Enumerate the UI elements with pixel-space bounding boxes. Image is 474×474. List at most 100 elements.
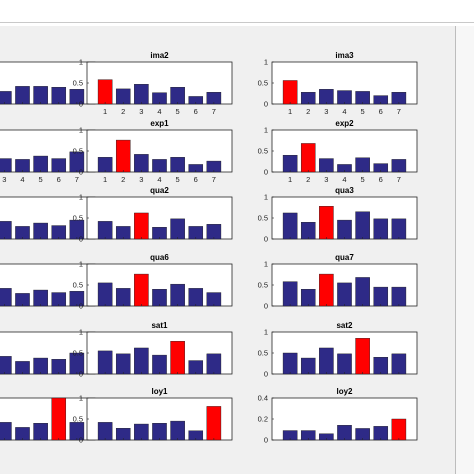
x-tick-label: 7 <box>75 175 79 184</box>
bar <box>170 420 185 441</box>
y-tick-label: 0 <box>264 168 268 177</box>
bar <box>188 360 204 375</box>
x-tick-label: 4 <box>342 175 346 184</box>
y-tick-label: 0.2 <box>258 415 268 424</box>
bar <box>134 84 149 105</box>
x-tick-label: 2 <box>306 175 310 184</box>
bar <box>0 221 12 240</box>
y-tick-label: 0 <box>264 302 268 311</box>
bar <box>51 86 67 105</box>
bar <box>282 80 298 105</box>
bar <box>33 222 48 240</box>
y-tick-label: 1 <box>79 193 83 202</box>
bar <box>170 341 185 375</box>
bar <box>51 359 67 375</box>
y-tick-label: 0.5 <box>258 281 268 290</box>
bar <box>0 288 12 307</box>
x-tick-label: 6 <box>57 175 61 184</box>
x-tick-label: 1 <box>288 175 292 184</box>
x-tick-label: 2 <box>121 107 125 116</box>
bar <box>115 353 131 375</box>
bar <box>170 157 185 173</box>
x-tick-label: 1 <box>103 175 107 184</box>
y-tick-label: 1 <box>264 126 268 135</box>
y-tick-label: 0 <box>79 168 83 177</box>
bar <box>134 347 149 375</box>
subplot-title: ima2 <box>150 51 169 60</box>
bar <box>97 157 113 173</box>
bar <box>97 79 113 105</box>
bar <box>206 224 222 240</box>
bar <box>355 157 370 173</box>
bar <box>15 86 30 105</box>
bar <box>0 91 12 105</box>
bar <box>319 347 334 375</box>
bar <box>170 86 185 105</box>
subplot-title: loy2 <box>336 387 353 396</box>
subplot-title: ima3 <box>335 51 354 60</box>
y-tick-label: 1 <box>79 260 83 269</box>
y-tick-label: 0 <box>79 302 83 311</box>
bar <box>300 289 316 307</box>
bar <box>391 218 407 240</box>
x-tick-label: 4 <box>157 107 161 116</box>
bar <box>373 286 389 307</box>
bar <box>170 283 185 307</box>
bar <box>188 288 204 307</box>
bar <box>355 277 370 307</box>
y-tick-label: 1 <box>264 58 268 67</box>
bar <box>391 418 407 441</box>
bar <box>152 354 167 375</box>
bar <box>0 422 12 441</box>
bar <box>33 423 48 441</box>
bar <box>319 158 334 173</box>
subplot-title: loy1 <box>151 387 168 396</box>
bar <box>51 292 67 307</box>
bar <box>134 273 149 307</box>
y-tick-label: 1 <box>79 394 83 403</box>
x-tick-label: 3 <box>139 175 143 184</box>
bar <box>373 357 389 375</box>
bar <box>134 212 149 240</box>
y-tick-label: 0.5 <box>73 349 83 358</box>
bar <box>337 90 352 105</box>
x-tick-label: 4 <box>157 175 161 184</box>
x-tick-label: 2 <box>121 175 125 184</box>
y-tick-label: 1 <box>264 328 268 337</box>
bar <box>282 281 298 307</box>
x-tick-label: 2 <box>306 107 310 116</box>
y-tick-label: 0.5 <box>73 214 83 223</box>
bar <box>97 282 113 307</box>
y-tick-label: 0.5 <box>73 415 83 424</box>
subplot-title: exp2 <box>335 119 354 128</box>
x-tick-label: 7 <box>397 107 401 116</box>
bar <box>51 158 67 173</box>
bar <box>300 357 316 375</box>
x-tick-label: 1 <box>288 107 292 116</box>
bar <box>134 154 149 173</box>
bar <box>33 289 48 307</box>
x-tick-label: 4 <box>20 175 24 184</box>
x-tick-label: 7 <box>212 107 216 116</box>
subplot-title: qua7 <box>335 253 354 262</box>
x-tick-label: 3 <box>324 175 328 184</box>
y-tick-label: 0 <box>79 370 83 379</box>
bar <box>115 139 131 173</box>
bar <box>282 352 298 375</box>
bar <box>300 143 316 173</box>
bar <box>391 353 407 375</box>
bar <box>282 212 298 240</box>
x-tick-label: 5 <box>361 107 365 116</box>
y-tick-label: 0.5 <box>258 349 268 358</box>
bar <box>97 350 113 375</box>
bar <box>391 286 407 307</box>
bar <box>134 423 149 441</box>
right-panel-edge <box>455 26 474 474</box>
y-tick-label: 0 <box>264 100 268 109</box>
x-tick-label: 3 <box>324 107 328 116</box>
bar <box>373 426 389 441</box>
bar <box>319 206 334 240</box>
subplot-title: sat2 <box>336 321 353 330</box>
